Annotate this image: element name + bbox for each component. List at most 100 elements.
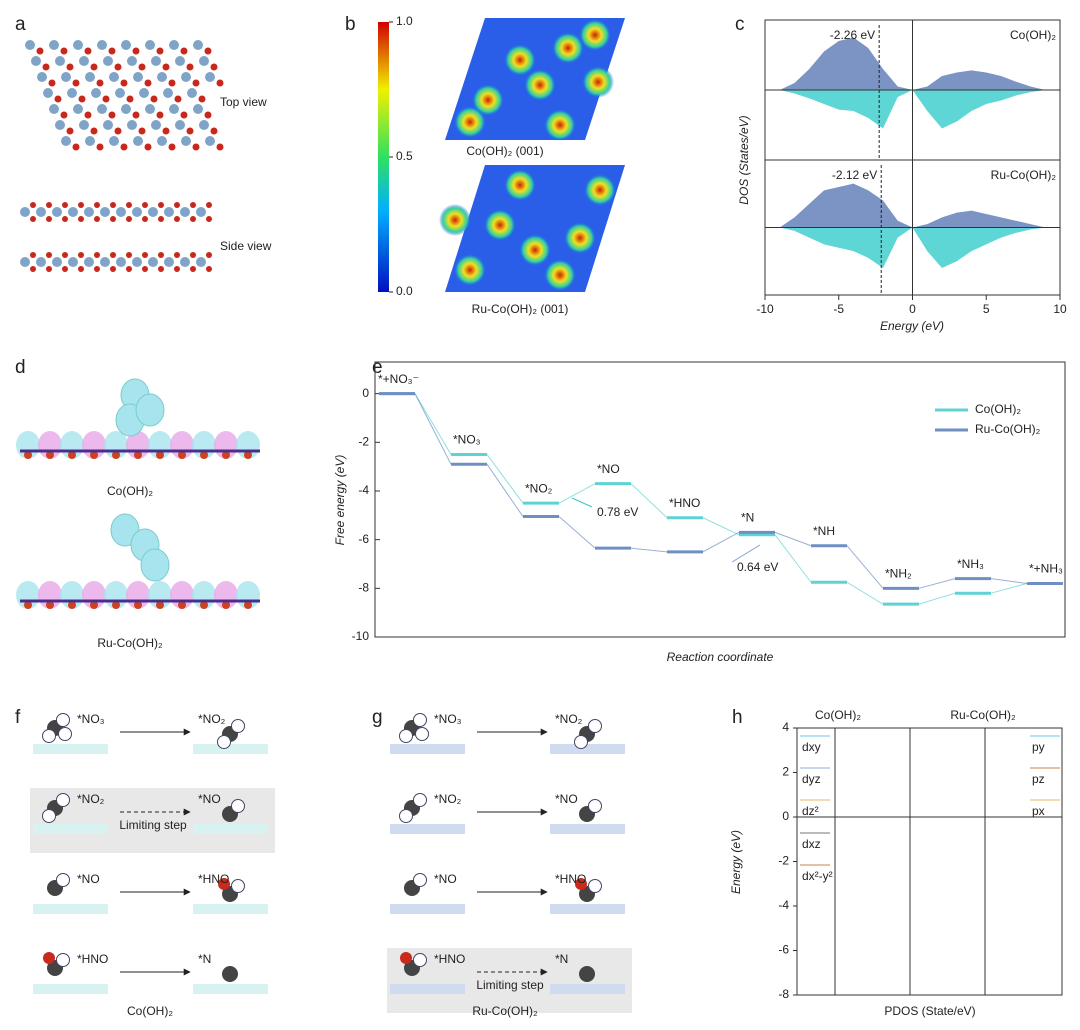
atom: [85, 136, 95, 146]
atom: [84, 257, 94, 267]
atom: [73, 40, 83, 50]
atom: [94, 266, 100, 272]
x-tick-label: 5: [983, 302, 990, 316]
surface: [550, 904, 625, 914]
step-label: *NH₃: [957, 557, 984, 571]
atom: [72, 143, 80, 151]
atom: [216, 79, 224, 87]
atom: [97, 40, 107, 50]
x-tick-label: -10: [756, 302, 774, 316]
atom: [42, 729, 56, 743]
density-blob: [544, 109, 576, 141]
y-tick-label: 0: [362, 386, 369, 400]
atom: [90, 63, 98, 71]
atom: [588, 719, 602, 733]
panel-label: c: [735, 14, 745, 35]
atom: [216, 143, 224, 151]
atom: [42, 809, 56, 823]
density-map: [445, 165, 625, 292]
panel-label: e: [372, 357, 383, 378]
y-tick-label: -8: [778, 987, 789, 1001]
atom: [20, 257, 30, 267]
atom: [66, 127, 74, 135]
step-label: *NH₂: [885, 566, 912, 580]
step-label: *NO: [597, 462, 620, 476]
atom: [78, 95, 86, 103]
note: Limiting step: [476, 978, 544, 992]
atom: [24, 601, 32, 609]
atom: [97, 104, 107, 114]
y-tick-label: -6: [778, 943, 789, 957]
atom: [190, 252, 196, 258]
species: *NO₂: [434, 792, 462, 806]
atom: [579, 966, 595, 982]
atom: [399, 809, 413, 823]
legend-label: Co(OH)₂: [975, 402, 1021, 416]
atom: [174, 202, 180, 208]
species: *HNO: [555, 872, 586, 886]
legend-label: px: [1032, 804, 1045, 818]
atom: [46, 252, 52, 258]
connector: [630, 547, 668, 553]
y-tick-label: 4: [782, 720, 789, 734]
panel-label: h: [732, 707, 743, 728]
atom: [174, 95, 182, 103]
atom: [174, 216, 180, 222]
species: *N: [198, 952, 211, 966]
atom: [126, 216, 132, 222]
atom: [142, 216, 148, 222]
atom: [169, 40, 179, 50]
atom: [206, 202, 212, 208]
atom: [413, 793, 427, 807]
species: *HNO: [434, 952, 465, 966]
species: *HNO: [77, 952, 108, 966]
atom: [37, 72, 47, 82]
species: *NO₃: [434, 712, 462, 726]
atom: [199, 56, 209, 66]
density-blob: [524, 69, 556, 101]
caption: Co(OH)₂ (001): [466, 144, 543, 158]
atom: [156, 451, 164, 459]
dos-area: [765, 227, 1060, 268]
annotation: 0.64 eV: [737, 560, 778, 574]
atom: [116, 257, 126, 267]
species: *NO: [434, 872, 457, 886]
atom: [120, 143, 128, 151]
atom: [60, 47, 68, 55]
atom: [174, 266, 180, 272]
x-tick-label: -5: [833, 302, 844, 316]
atom: [49, 40, 59, 50]
colorbar-tick-label: 1.0: [396, 14, 413, 28]
species: *N: [555, 952, 568, 966]
atom: [68, 451, 76, 459]
atom: [127, 120, 137, 130]
atom: [43, 88, 53, 98]
atom: [67, 88, 77, 98]
density-blob: [584, 174, 616, 206]
panel-name: Co(OH)₂: [1010, 28, 1056, 42]
y-axis-label: Energy (eV): [729, 830, 743, 894]
atom: [210, 127, 218, 135]
surface: [550, 744, 625, 754]
panel-label: a: [15, 14, 26, 35]
atom: [20, 207, 30, 217]
density-blob: [582, 66, 614, 98]
atom: [90, 127, 98, 135]
atom: [62, 266, 68, 272]
panel-label: b: [345, 14, 356, 35]
atom: [206, 252, 212, 258]
atom: [84, 47, 92, 55]
surface: [550, 984, 625, 994]
connector: [414, 393, 452, 465]
atom: [84, 207, 94, 217]
atom: [132, 47, 140, 55]
step-label: *+NH₃: [1029, 562, 1063, 576]
isosurface: [140, 548, 170, 582]
atom: [148, 257, 158, 267]
connector: [486, 463, 524, 517]
atom: [574, 735, 588, 749]
atom: [68, 601, 76, 609]
atom: [180, 257, 190, 267]
atom: [30, 252, 36, 258]
atom: [175, 56, 185, 66]
